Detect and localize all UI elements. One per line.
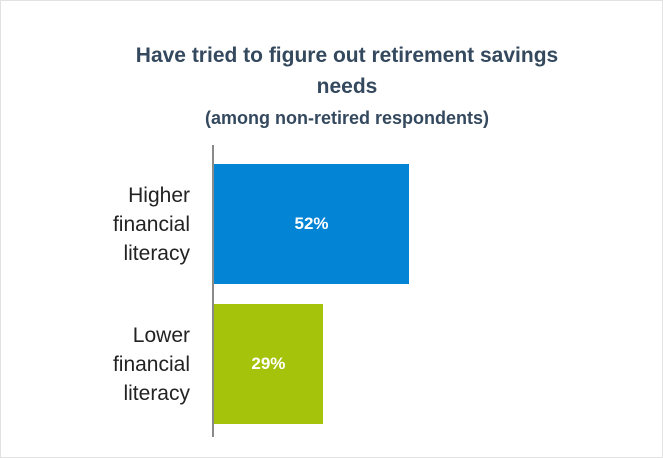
bar: 29%: [214, 304, 323, 424]
value-label: 52%: [294, 214, 329, 233]
chart-subtitle: (among non-retired respondents): [204, 108, 489, 128]
category-label: Lower financial literacy: [112, 323, 190, 405]
axis-line: [212, 145, 214, 437]
value-label: 29%: [251, 354, 286, 373]
chart-title: Have tried to figure out retirement savi…: [135, 44, 559, 98]
bar: 52%: [214, 164, 409, 284]
category-label: Higher financial literacy: [112, 183, 190, 265]
